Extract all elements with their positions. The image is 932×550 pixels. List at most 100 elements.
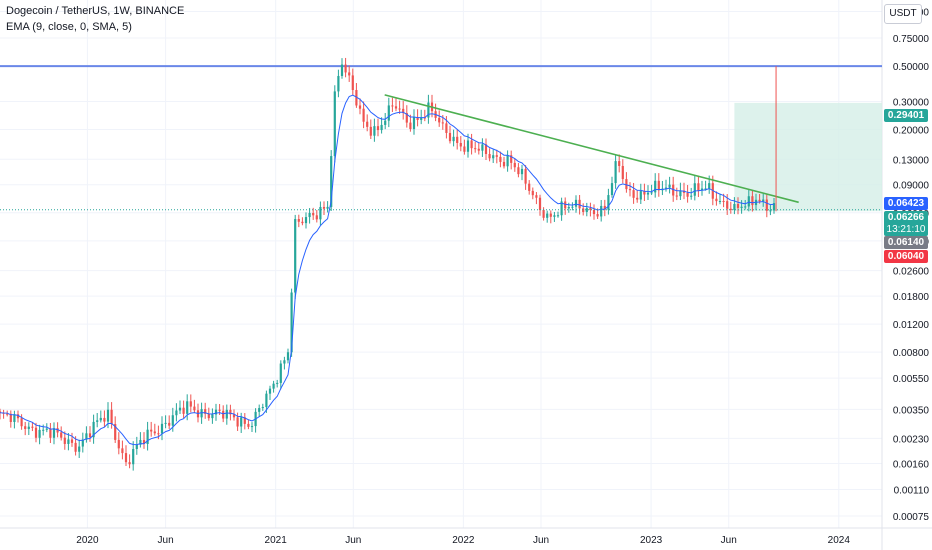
candle-body <box>45 428 48 430</box>
candle-body <box>751 196 754 206</box>
candle-body <box>481 144 484 151</box>
candle-body <box>578 199 581 209</box>
x-tick-label: 2024 <box>828 535 851 546</box>
candle-body <box>168 422 171 426</box>
candle-body <box>283 360 286 364</box>
candle-body <box>351 75 354 91</box>
candle-body <box>290 292 293 353</box>
candle-body <box>153 431 156 434</box>
x-tick-label: 2021 <box>265 535 288 546</box>
x-tick-label: 2022 <box>452 535 475 546</box>
candle-body <box>697 183 700 191</box>
candle-body <box>373 126 376 136</box>
candle-body <box>639 191 642 200</box>
y-tick-label: 0.00110 <box>894 485 930 496</box>
y-tick-label: 0.01200 <box>893 320 930 331</box>
candle-body <box>589 208 592 211</box>
candle-body <box>524 168 527 184</box>
candle-body <box>528 183 531 191</box>
candle-body <box>178 407 182 411</box>
candle-body <box>391 105 394 107</box>
candle-body <box>312 212 315 216</box>
y-tick-label: 0.00800 <box>893 348 930 359</box>
trendline[interactable] <box>384 94 799 204</box>
candle-body <box>74 442 77 452</box>
candle-body <box>160 423 164 434</box>
y-tick-label: 0.13000 <box>893 155 930 166</box>
candle-body <box>164 422 167 424</box>
candle-body <box>409 122 412 130</box>
price-axis: 1.100000.750000.500000.300000.200000.130… <box>893 8 930 523</box>
x-tick-label: Jun <box>533 535 549 546</box>
candle-body <box>416 117 419 120</box>
candle-body <box>470 140 473 149</box>
candle-body <box>106 409 110 422</box>
candle-body <box>297 219 300 222</box>
candle-body <box>20 418 23 427</box>
x-tick-label: Jun <box>158 535 174 546</box>
candle-body <box>85 433 88 440</box>
target-price-tag: 0.29401 <box>884 109 928 122</box>
candle-body <box>607 195 610 210</box>
candle-body <box>0 411 2 413</box>
candle-body <box>186 401 189 414</box>
candle-body <box>765 199 768 211</box>
candle-body <box>610 183 614 196</box>
candle-body <box>182 407 185 414</box>
candle-body <box>560 201 563 216</box>
candle-body <box>672 184 675 196</box>
candle-body <box>272 383 275 389</box>
candle-body <box>265 393 268 408</box>
candle-body <box>466 140 470 152</box>
candle-body <box>380 124 383 131</box>
candle-body <box>585 208 588 213</box>
candle-body <box>232 414 236 418</box>
candle-body <box>492 155 495 159</box>
candle-body <box>477 148 480 151</box>
candle-body <box>60 432 63 438</box>
candle-body <box>225 409 228 419</box>
candle-body <box>276 382 279 384</box>
candle-body <box>495 155 498 157</box>
candle-body <box>488 154 491 159</box>
candle-body <box>193 406 196 411</box>
candle-body <box>387 105 390 121</box>
candle-body <box>135 444 138 450</box>
candle-body <box>556 215 560 217</box>
candle-body <box>484 144 488 155</box>
chart-title[interactable]: Dogecoin / TetherUS, 1W, BINANCE <box>6 5 185 17</box>
candle-body <box>769 210 772 212</box>
y-tick-label: 0.01800 <box>893 292 930 303</box>
candle-body <box>344 64 347 73</box>
candle-body <box>247 423 250 427</box>
countdown-tag: 13:21:10 <box>884 224 928 236</box>
candle-body <box>603 205 606 210</box>
candle-body <box>240 417 243 427</box>
candle-body <box>445 123 448 133</box>
candles <box>0 57 776 471</box>
candle-body <box>722 201 725 203</box>
candle-body <box>96 420 99 422</box>
candle-body <box>229 409 232 415</box>
candle-body <box>42 429 45 431</box>
candle-body <box>420 117 423 120</box>
indicator-legend[interactable]: EMA (9, close, 0, SMA, 5) <box>6 21 132 33</box>
candle-body <box>63 437 66 444</box>
y-tick-label: 0.02600 <box>893 267 930 278</box>
candle-body <box>171 415 174 426</box>
target-zone <box>734 102 882 212</box>
candle-body <box>78 446 81 452</box>
currency-button[interactable]: USDT <box>884 4 922 24</box>
candle-body <box>268 388 272 394</box>
candle-body <box>618 161 621 166</box>
y-tick-label: 0.09000 <box>893 181 930 192</box>
candle-body <box>582 208 585 213</box>
candle-body <box>718 201 722 203</box>
candle-body <box>499 156 502 162</box>
y-tick-label: 0.30000 <box>893 97 930 108</box>
candle-body <box>679 190 682 197</box>
candle-body <box>142 439 146 444</box>
candle-body <box>243 417 246 424</box>
